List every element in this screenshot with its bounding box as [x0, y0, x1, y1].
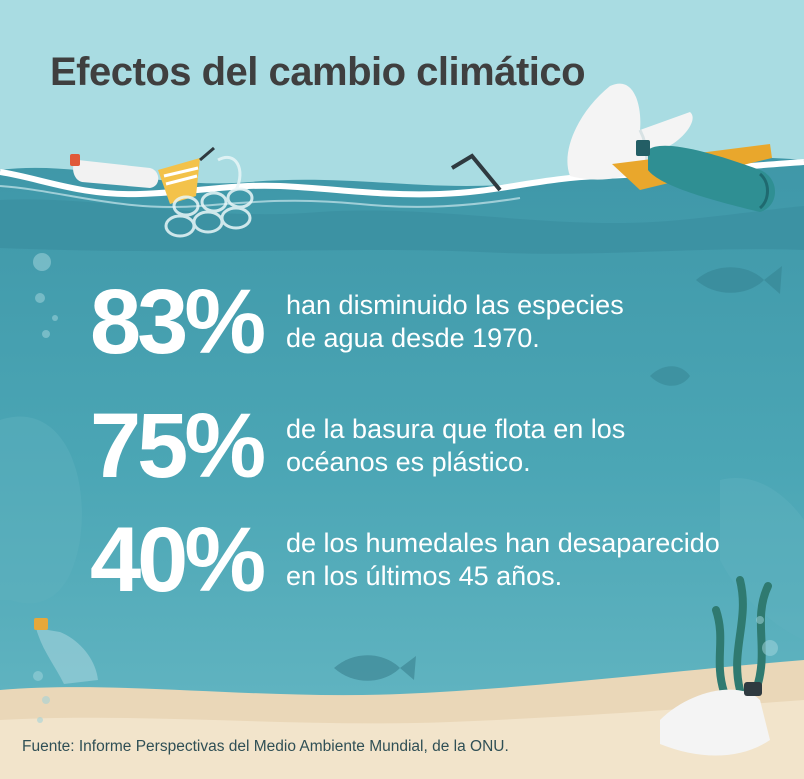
stat-description-line: de la basura que flota en los	[286, 414, 626, 444]
stat-plastic: 75% de la basura que flota en los océano…	[90, 400, 780, 492]
stat-value: 83%	[90, 271, 266, 373]
stat-value: 40%	[90, 509, 266, 611]
fish-icon	[650, 366, 690, 386]
stat-description-line: de los humedales han desaparecido	[286, 528, 720, 558]
plastic-bottle-icon	[70, 154, 159, 188]
page-title: Efectos del cambio climático	[50, 50, 586, 94]
plastic-bag-icon	[720, 478, 804, 640]
stat-species: 83% han disminuido las especies de agua …	[90, 276, 780, 368]
plastic-cup-icon	[158, 146, 215, 204]
stat-description-line: han disminuido las especies	[286, 290, 624, 320]
fish-icon	[334, 655, 416, 681]
straw-icon	[450, 153, 502, 192]
six-pack-ring-icon	[164, 155, 254, 238]
stat-description: han disminuido las especies de agua desd…	[286, 289, 624, 355]
plastic-bag-icon	[0, 416, 82, 604]
plastic-jug-icon	[660, 682, 770, 756]
stat-wetlands: 40% de los humedales han desaparecido en…	[90, 514, 780, 606]
plastic-bottle-icon	[636, 140, 775, 212]
seaweed-icon	[712, 576, 772, 696]
bubble-icon	[33, 253, 778, 723]
stat-value: 75%	[90, 395, 266, 497]
fish-icon	[696, 266, 782, 294]
stat-description: de los humedales han desaparecido en los…	[286, 527, 720, 593]
stat-description: de la basura que flota en los océanos es…	[286, 413, 625, 479]
plastic-bottle-icon	[34, 618, 98, 684]
stat-description-line: de agua desde 1970.	[286, 323, 540, 353]
source-note: Fuente: Informe Perspectivas del Medio A…	[22, 738, 509, 755]
stat-description-line: en los últimos 45 años.	[286, 561, 563, 591]
stat-description-line: océanos es plástico.	[286, 447, 531, 477]
